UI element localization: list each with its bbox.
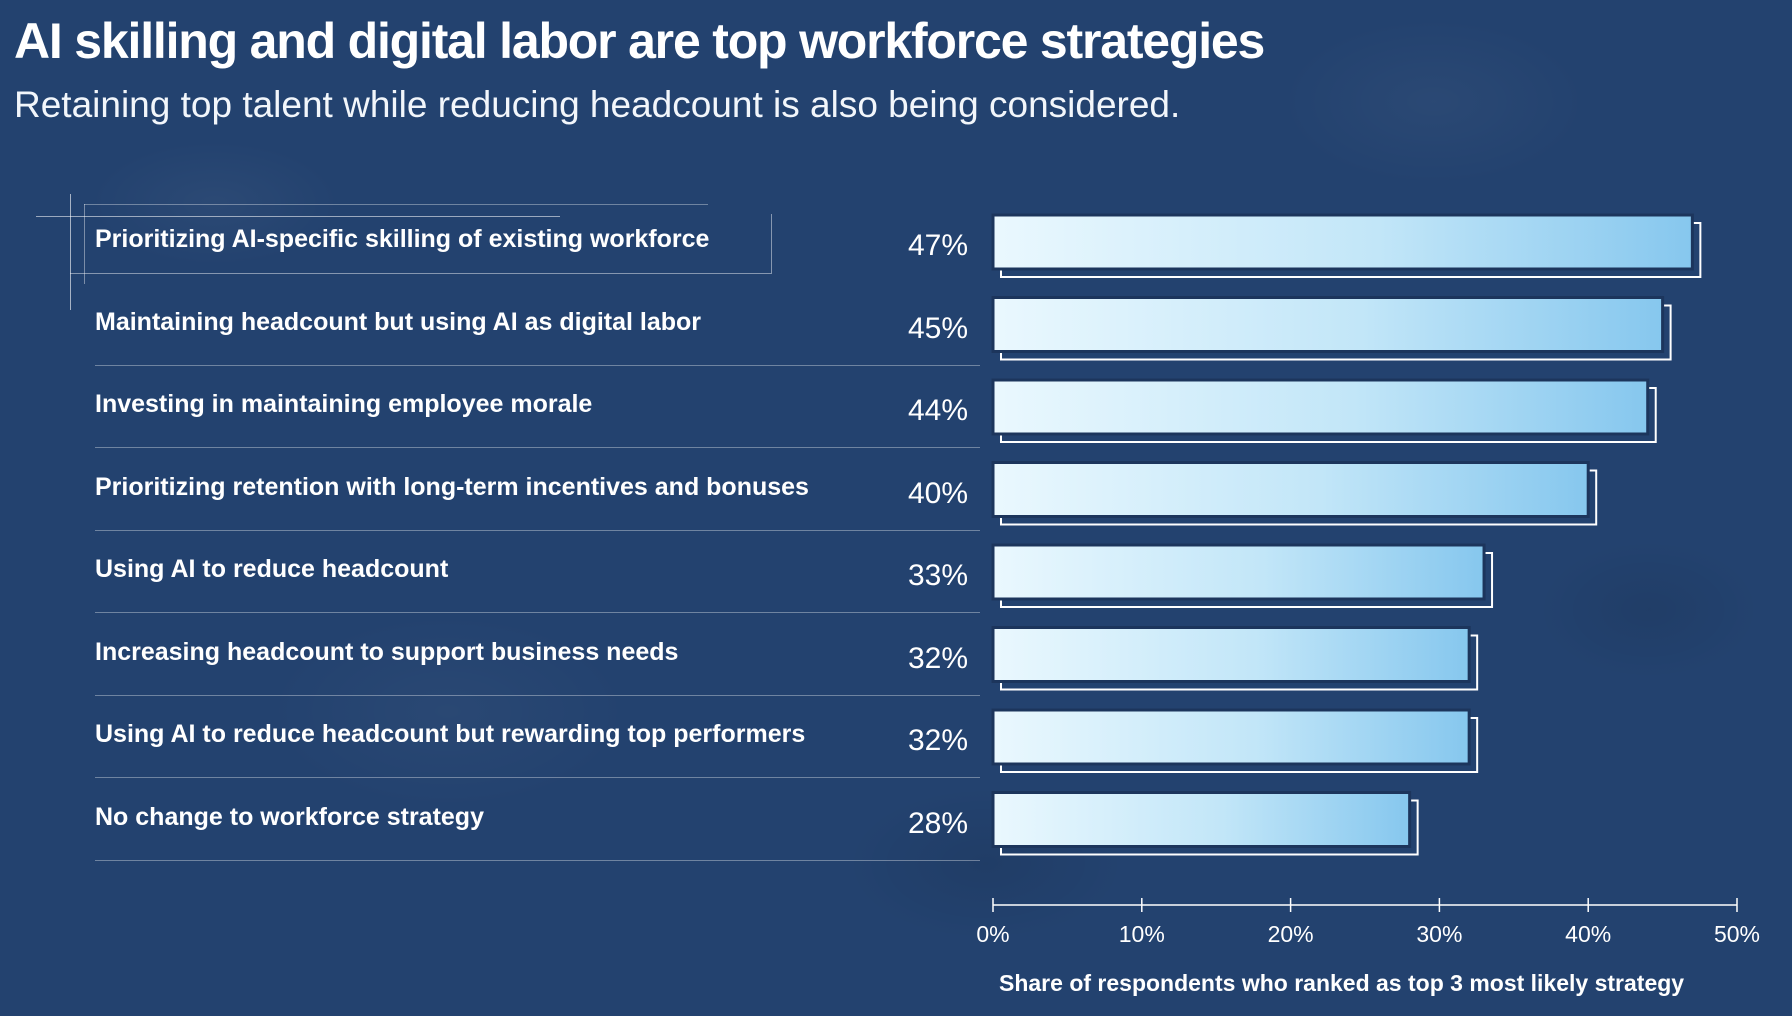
value-label: 45%	[907, 311, 968, 345]
decorative-line	[36, 216, 560, 217]
bar	[991, 543, 1486, 601]
row-divider	[95, 364, 980, 366]
category-label: Prioritizing retention with long-term in…	[95, 472, 809, 501]
row-divider	[95, 859, 980, 861]
x-tick-label: 20%	[1268, 921, 1314, 947]
category-label: Investing in maintaining employee morale	[95, 390, 593, 418]
value-label: 32%	[907, 641, 968, 675]
category-label: Using AI to reduce headcount but rewardi…	[95, 720, 806, 748]
row-divider	[95, 612, 980, 613]
value-label: 32%	[907, 724, 968, 757]
chart-subtitle: Retaining top talent while reducing head…	[14, 84, 1181, 125]
highlight-frame	[70, 214, 772, 274]
value-label: 40%	[907, 476, 968, 510]
category-label: Prioritizing AI-specific skilling of exi…	[95, 225, 710, 253]
decorative-line	[84, 204, 85, 284]
bar	[991, 296, 1665, 353]
value-label: 28%	[907, 806, 968, 840]
x-tick-label: 30%	[1416, 921, 1462, 947]
bar	[991, 626, 1471, 683]
bar	[991, 461, 1590, 518]
chart-title: AI skilling and digital labor are top wo…	[14, 13, 1265, 69]
value-label: 44%	[907, 394, 968, 427]
category-label: Increasing headcount to support business…	[95, 637, 679, 666]
bar	[991, 213, 1694, 271]
decorative-line	[70, 194, 71, 310]
bar	[991, 791, 1412, 848]
row-divider	[95, 694, 980, 696]
decorative-line	[84, 204, 708, 205]
bar	[991, 708, 1471, 766]
row-divider	[95, 529, 980, 531]
x-tick-label: 0%	[976, 921, 1009, 947]
row-divider	[95, 447, 980, 448]
x-tick-label: 10%	[1119, 921, 1165, 947]
bar	[991, 378, 1650, 436]
x-tick-label: 50%	[1714, 921, 1760, 947]
row-divider	[95, 777, 980, 778]
category-label: No change to workforce strategy	[95, 802, 484, 831]
x-tick-label: 40%	[1565, 921, 1611, 947]
category-label: Maintaining headcount but using AI as di…	[95, 307, 702, 336]
category-label: Using AI to reduce headcount	[95, 555, 449, 583]
value-label: 33%	[907, 559, 968, 592]
value-label: 47%	[907, 229, 968, 262]
x-axis-title: Share of respondents who ranked as top 3…	[999, 970, 1685, 996]
